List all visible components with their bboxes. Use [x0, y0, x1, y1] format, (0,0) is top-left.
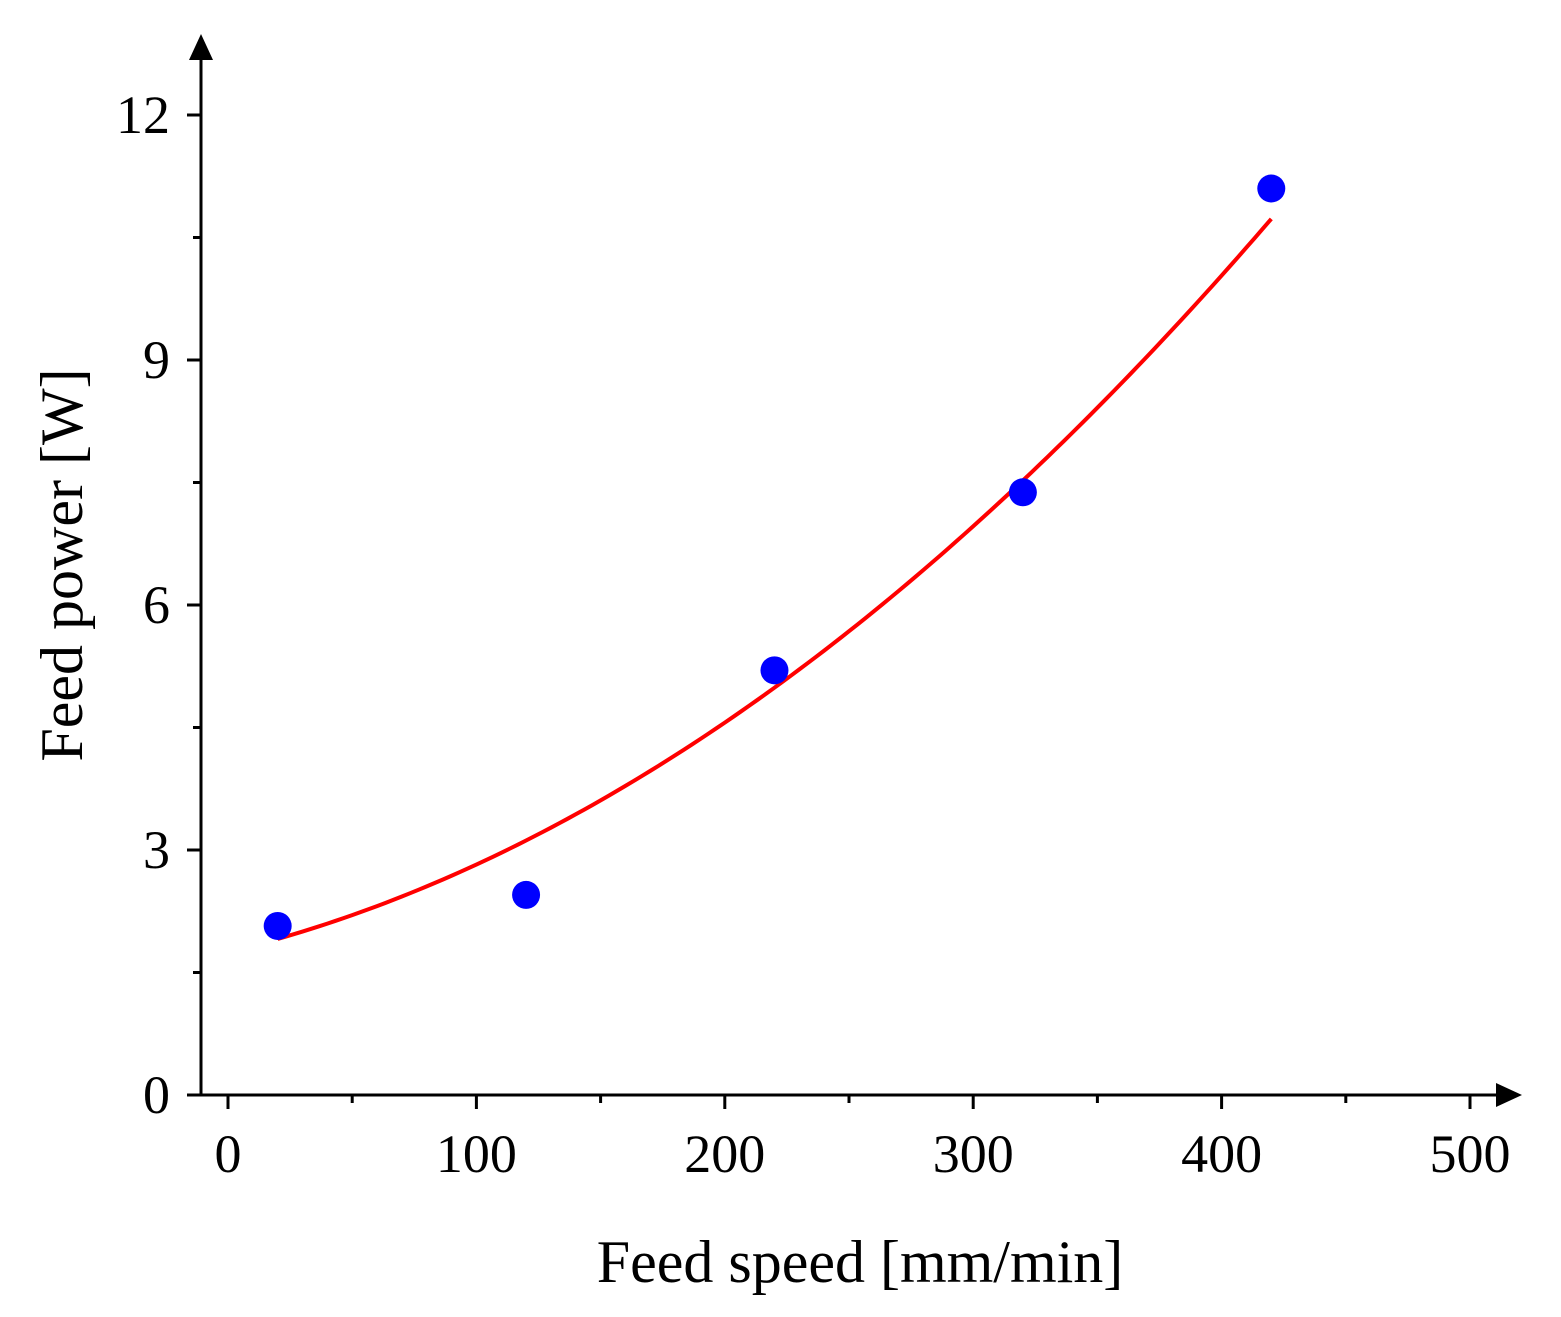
y-axis-ticks: 0 3 6 9 12 — [116, 85, 201, 1125]
x-axis-title: Feed speed [mm/min] — [597, 1229, 1124, 1295]
x-tick-label: 500 — [1430, 1124, 1511, 1184]
data-points — [263, 174, 1286, 940]
x-tick-label: 200 — [684, 1124, 765, 1184]
data-point — [1257, 174, 1286, 203]
data-point — [1008, 478, 1037, 507]
y-tick-label: 3 — [143, 820, 170, 880]
x-tick-label: 100 — [436, 1124, 517, 1184]
x-tick-label: 400 — [1181, 1124, 1262, 1184]
fit-curve — [277, 217, 1273, 941]
x-tick-label: 300 — [933, 1124, 1014, 1184]
y-axis-title: Feed power [W] — [29, 368, 95, 761]
data-point — [760, 656, 789, 685]
x-axis-ticks: 0 100 200 300 400 500 — [215, 1095, 1511, 1184]
y-axis-arrow — [189, 34, 213, 60]
y-tick-label: 9 — [143, 330, 170, 390]
x-axis-arrow — [1496, 1083, 1522, 1107]
data-point — [512, 880, 541, 909]
y-tick-label: 0 — [143, 1065, 170, 1125]
y-tick-label: 12 — [116, 85, 170, 145]
x-tick-label: 0 — [215, 1124, 242, 1184]
data-point — [263, 911, 292, 940]
y-tick-label: 6 — [143, 575, 170, 635]
plot-area: 0 100 200 300 400 500 0 3 6 9 12 — [116, 34, 1522, 1184]
